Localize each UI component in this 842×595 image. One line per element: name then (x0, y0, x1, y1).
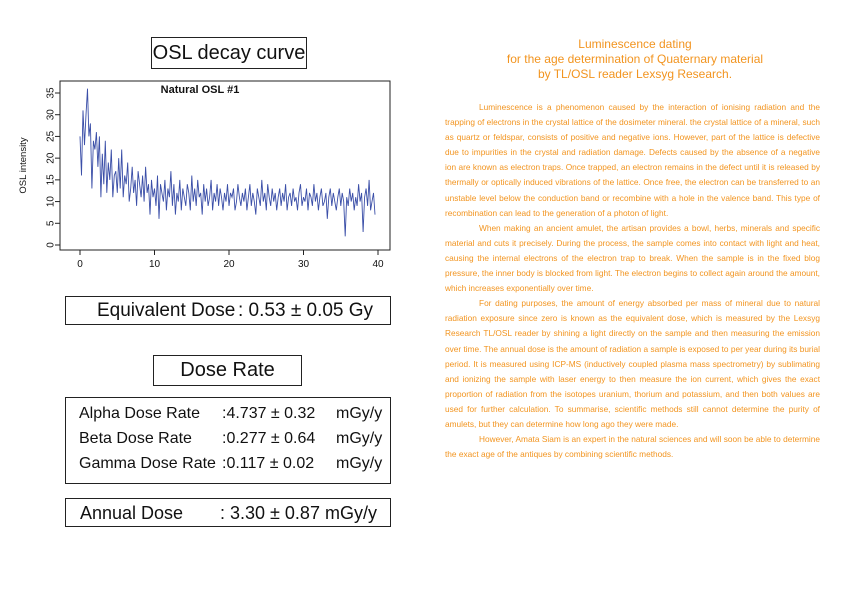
plot-frame (59, 80, 391, 251)
equivalent-dose-box: Equivalent Dose : 0.53 ± 0.05 Gy (65, 296, 391, 325)
y-tick-label: 0 (46, 242, 57, 248)
dose-rate-unit: mGy/y (336, 430, 383, 447)
dose-rate-box: Alpha Dose Rate :4.737 ± 0.32 mGy/y Beta… (65, 397, 391, 484)
x-tick-label: 10 (149, 259, 161, 270)
article-title-line: for the age determination of Quaternary … (506, 52, 764, 66)
article-paragraph: However, Amata Siam is an expert in the … (445, 434, 820, 460)
article-title-line: Luminescence dating (578, 37, 692, 51)
dose-rate-unit: mGy/y (336, 405, 383, 422)
dose-rate-name: Gamma Dose Rate (79, 455, 216, 472)
x-tick-label: 40 (372, 259, 384, 270)
osl-series-line (79, 88, 376, 237)
article-title-line: by TL/OSL reader Lexsyg Research. (537, 67, 733, 81)
y-tick-label: 35 (46, 87, 57, 99)
x-tick-label: 0 (77, 259, 83, 270)
y-axis-label: OSL intensity (18, 137, 29, 193)
chart-title: Natural OSL #1 (161, 84, 240, 96)
beta-dose-rate-row: Beta Dose Rate :0.277 ± 0.64 mGy/y (79, 430, 389, 452)
y-tick-label: 20 (46, 152, 57, 164)
alpha-dose-rate-row: Alpha Dose Rate :4.737 ± 0.32 mGy/y (79, 405, 389, 427)
dose-rate-value: :4.737 ± 0.32 (222, 405, 316, 422)
gamma-dose-rate-row: Gamma Dose Rate :0.117 ± 0.02 mGy/y (79, 455, 389, 477)
article-paragraph: When making an ancient amulet, the artis… (445, 222, 820, 294)
y-tick-label: 10 (46, 196, 57, 208)
article-body: Luminescence is a phenomenon caused by t… (445, 100, 820, 462)
equivalent-dose-value: : 0.53 ± 0.05 Gy (238, 300, 374, 321)
article-paragraph: Luminescence is a phenomenon caused by t… (445, 102, 820, 218)
dose-rate-unit: mGy/y (336, 455, 383, 472)
article-title: Luminescence dating for the age determin… (460, 37, 810, 82)
article-paragraph: For dating purposes, the amount of energ… (445, 298, 820, 429)
dose-rate-value: :0.277 ± 0.64 (222, 430, 316, 447)
dose-rate-name: Alpha Dose Rate (79, 405, 200, 422)
y-tick-label: 30 (46, 109, 57, 121)
y-tick-label: 25 (46, 130, 57, 142)
y-tick-label: 5 (46, 220, 57, 226)
annual-dose-box: Annual Dose : 3.30 ± 0.87 mGy/y (65, 498, 391, 527)
equivalent-dose-label: Equivalent Dose (97, 300, 236, 321)
x-tick-label: 20 (223, 259, 235, 270)
y-tick-label: 15 (46, 174, 57, 186)
osl-decay-curve-title: OSL decay curve (151, 37, 307, 69)
dose-rate-value: :0.117 ± 0.02 (222, 455, 315, 472)
x-tick-label: 30 (298, 259, 310, 270)
dose-rate-title: Dose Rate (153, 355, 302, 386)
annual-dose-label: Annual Dose (80, 503, 184, 523)
osl-decay-chart: Natural OSL #1 0 5 10 15 20 25 30 35 0 10 20 30 40 OSL… (18, 80, 391, 270)
annual-dose-value: : 3.30 ± 0.87 mGy/y (220, 503, 377, 523)
dose-rate-name: Beta Dose Rate (79, 430, 192, 447)
